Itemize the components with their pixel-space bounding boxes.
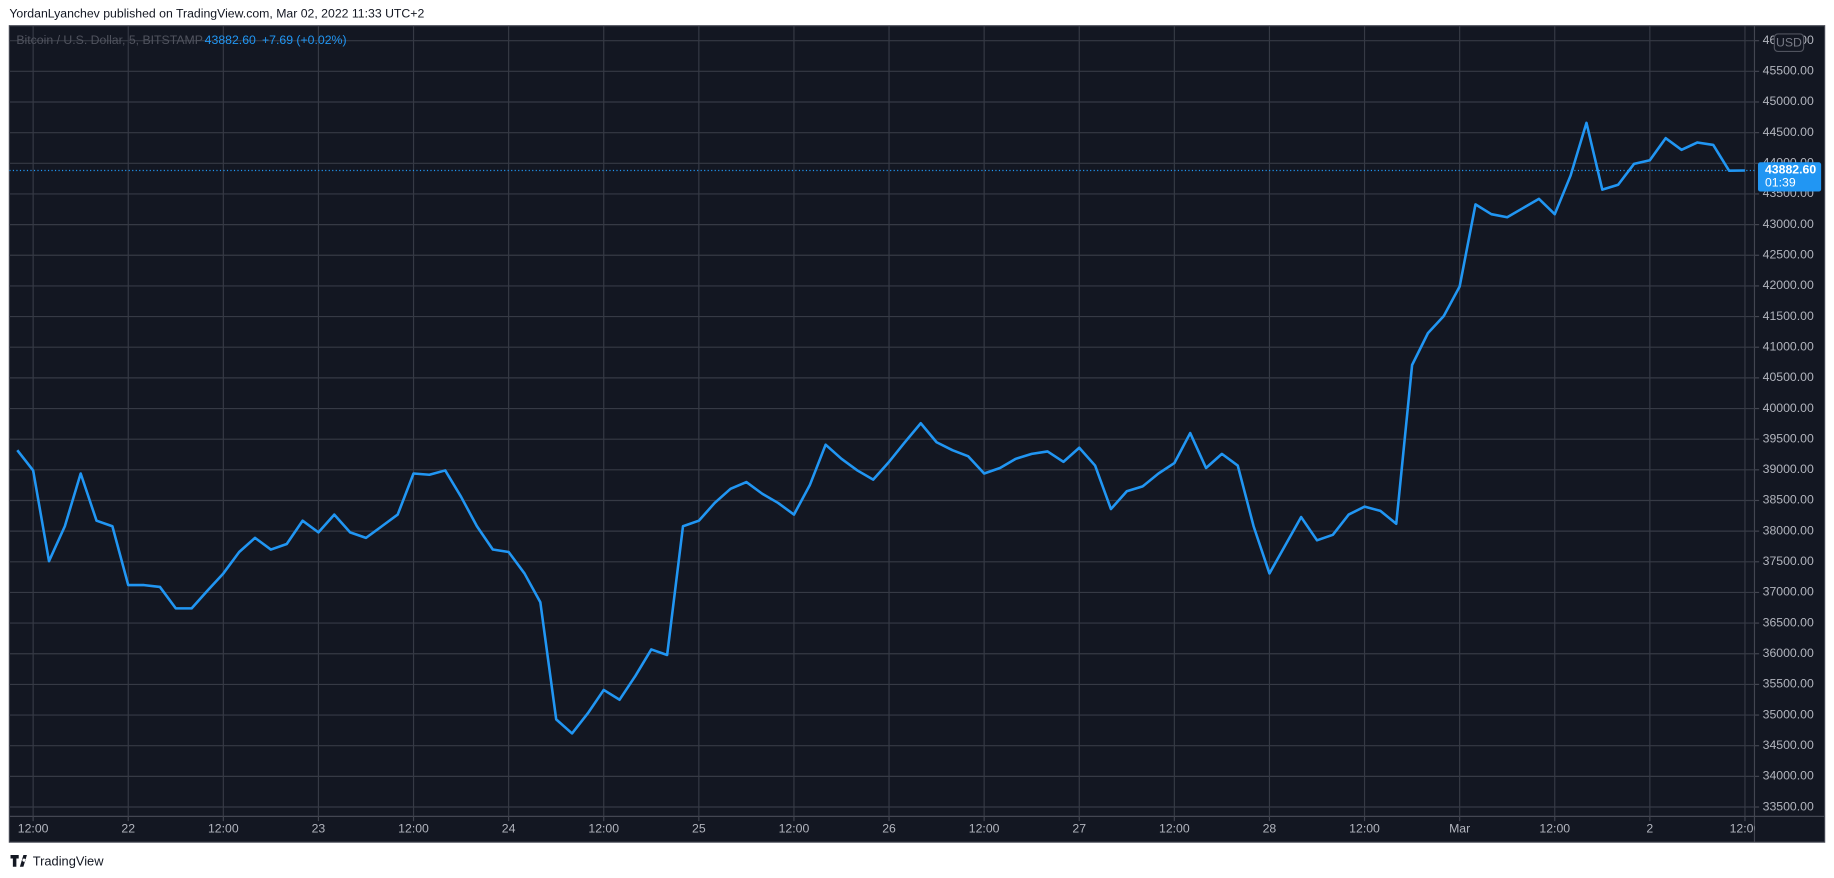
x-tick-label: 26 — [882, 822, 896, 836]
y-tick-label: 41500.00 — [1763, 309, 1814, 323]
y-tick-label: 45500.00 — [1763, 64, 1814, 78]
y-tick-label: 37000.00 — [1763, 585, 1814, 599]
footer-text: TradingView — [33, 853, 104, 868]
y-tick-label: 39500.00 — [1763, 431, 1814, 445]
y-tick-label: 42500.00 — [1763, 248, 1814, 262]
y-tick-label: 34000.00 — [1763, 769, 1814, 783]
x-tick-label: 12:00 — [208, 822, 239, 836]
y-tick-label: 36000.00 — [1763, 646, 1814, 660]
y-tick-label: 33500.00 — [1763, 799, 1814, 813]
x-tick-label: 12:00 — [1159, 822, 1190, 836]
y-tick-label: 35500.00 — [1763, 677, 1814, 691]
y-tick-label: 45000.00 — [1763, 94, 1814, 108]
x-tick-label: 12:00 — [18, 822, 49, 836]
currency-box[interactable] — [1773, 33, 1805, 53]
x-tick-label: 27 — [1072, 822, 1086, 836]
x-tick-label: 12:00 — [398, 822, 429, 836]
y-tick-label: 40500.00 — [1763, 370, 1814, 384]
legend-change: +7.69 (+0.02%) — [262, 33, 347, 47]
chart-panel — [8, 25, 1826, 843]
countdown: 01:39 — [1765, 176, 1796, 190]
last-price-tag — [1757, 162, 1822, 192]
x-tick-label: 28 — [1263, 822, 1277, 836]
x-tick-label: 12:00 — [969, 822, 1000, 836]
x-tick-label: 25 — [692, 822, 706, 836]
y-tick-label: 42000.00 — [1763, 278, 1814, 292]
symbol-legend: Bitcoin / U.S. Dollar, 5, BITSTAMP — [16, 33, 203, 47]
last-price-tag-value: 43882.60 — [1765, 163, 1816, 177]
x-tick-label: 2 — [1646, 822, 1653, 836]
y-tick-label: 44500.00 — [1763, 125, 1814, 139]
footer-logo: TradingView — [10, 853, 104, 868]
currency-label[interactable]: USD — [1776, 36, 1802, 50]
x-tick-label: Mar — [1449, 822, 1470, 836]
x-tick-label: 24 — [502, 822, 516, 836]
x-tick-label: 12:00 — [1349, 822, 1380, 836]
y-tick-label: 35000.00 — [1763, 707, 1814, 721]
y-tick-label: 34500.00 — [1763, 738, 1814, 752]
x-tick-label: 22 — [121, 822, 135, 836]
legend-last-price: 43882.60 — [205, 33, 256, 47]
y-tick-label: 40000.00 — [1763, 401, 1814, 415]
x-tick-label: 12:00 — [779, 822, 810, 836]
price-line — [16, 121, 1745, 735]
y-tick-label: 38000.00 — [1763, 523, 1814, 537]
x-tick-label: 12:00 — [588, 822, 619, 836]
y-tick-label: 41000.00 — [1763, 339, 1814, 353]
y-tick-label: 36500.00 — [1763, 615, 1814, 629]
y-tick-label: 37500.00 — [1763, 554, 1814, 568]
y-tick-label: 38500.00 — [1763, 493, 1814, 507]
y-tick-label: 39000.00 — [1763, 462, 1814, 476]
logo-icon — [10, 854, 27, 867]
x-tick-label: 12:00 — [1730, 822, 1761, 836]
y-tick-label: 43000.00 — [1763, 217, 1814, 231]
header: YordanLyanchev published on TradingView.… — [9, 6, 424, 20]
x-tick-label: 23 — [312, 822, 326, 836]
x-tick-label: 12:00 — [1539, 822, 1570, 836]
